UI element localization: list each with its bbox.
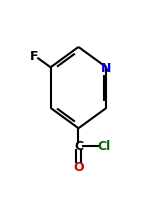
Text: O: O [73, 160, 84, 173]
Text: F: F [30, 50, 38, 62]
Text: C: C [74, 140, 83, 152]
Text: N: N [101, 61, 111, 74]
Text: Cl: Cl [97, 140, 110, 152]
